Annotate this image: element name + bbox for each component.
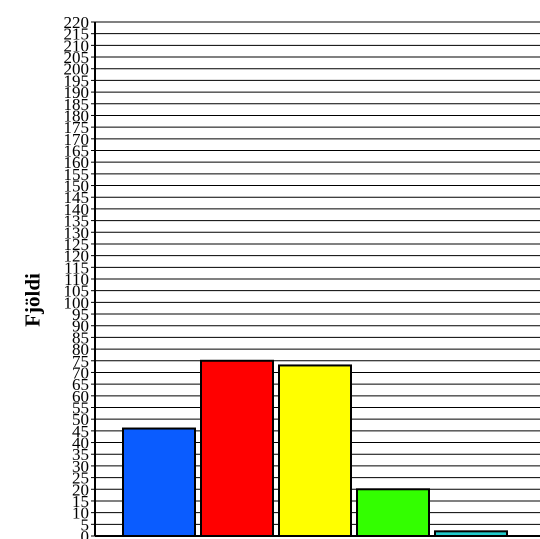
y-tick-label: 220 <box>64 13 90 32</box>
y-tick-label: 30 <box>72 457 89 476</box>
axes <box>94 22 540 537</box>
y-tick-label: 60 <box>72 387 89 406</box>
y-tick-label: 100 <box>64 293 90 312</box>
y-tick-label: 160 <box>64 153 90 172</box>
y-tick-label: 105 <box>64 282 90 301</box>
y-tick-label: 50 <box>72 410 89 429</box>
y-tick-label: 195 <box>64 71 90 90</box>
y-tick-label: 95 <box>72 305 89 324</box>
y-tick-label: 110 <box>64 270 89 289</box>
y-tick-label: 210 <box>64 36 90 55</box>
bars <box>122 359 508 538</box>
y-tick-label: 165 <box>64 142 90 161</box>
y-tick-label: 190 <box>64 83 90 102</box>
y-tick-label: 140 <box>64 200 90 219</box>
y-tick-label: 170 <box>64 130 90 149</box>
y-tick-label: 25 <box>72 469 89 488</box>
y-tick-label: 180 <box>64 106 90 125</box>
y-tick-label: 125 <box>64 235 90 254</box>
y-tick-label: 5 <box>81 515 90 534</box>
y-tick-label: 15 <box>72 492 89 511</box>
y-tick-labels: 0510152025303540455055606570758085909510… <box>64 13 90 539</box>
y-tick-label: 155 <box>64 165 90 184</box>
y-tick-label: 200 <box>64 60 90 79</box>
y-tick-label: 85 <box>72 328 89 347</box>
y-tick-label: 185 <box>64 95 90 114</box>
y-tick-label: 175 <box>64 118 90 137</box>
y-tick-label: 70 <box>72 363 89 382</box>
y-tick-label: 80 <box>72 340 89 359</box>
y-tick-label: 55 <box>72 399 89 418</box>
y-tick-label: 115 <box>64 258 89 277</box>
bar-1 <box>122 427 196 538</box>
y-tick-label: 35 <box>72 445 89 464</box>
y-tick-label: 0 <box>81 527 90 539</box>
y-tick-label: 145 <box>64 188 90 207</box>
bar-3 <box>278 364 352 538</box>
y-tick-label: 10 <box>72 504 89 523</box>
y-tick-label: 130 <box>64 223 90 242</box>
y-tick-label: 120 <box>64 247 90 266</box>
y-tick-label: 215 <box>64 25 90 44</box>
y-tick-label: 150 <box>64 177 90 196</box>
y-tick-label: 75 <box>72 352 89 371</box>
y-tick-label: 45 <box>72 422 89 441</box>
y-tick-label: 20 <box>72 480 89 499</box>
bar-4 <box>356 488 430 538</box>
bar-2 <box>200 359 274 538</box>
y-tick-label: 90 <box>72 317 89 336</box>
y-tick-label: 135 <box>64 212 90 231</box>
y-tick-label: 205 <box>64 48 90 67</box>
y-tick-label: 40 <box>72 434 89 453</box>
y-tick-label: 65 <box>72 375 89 394</box>
